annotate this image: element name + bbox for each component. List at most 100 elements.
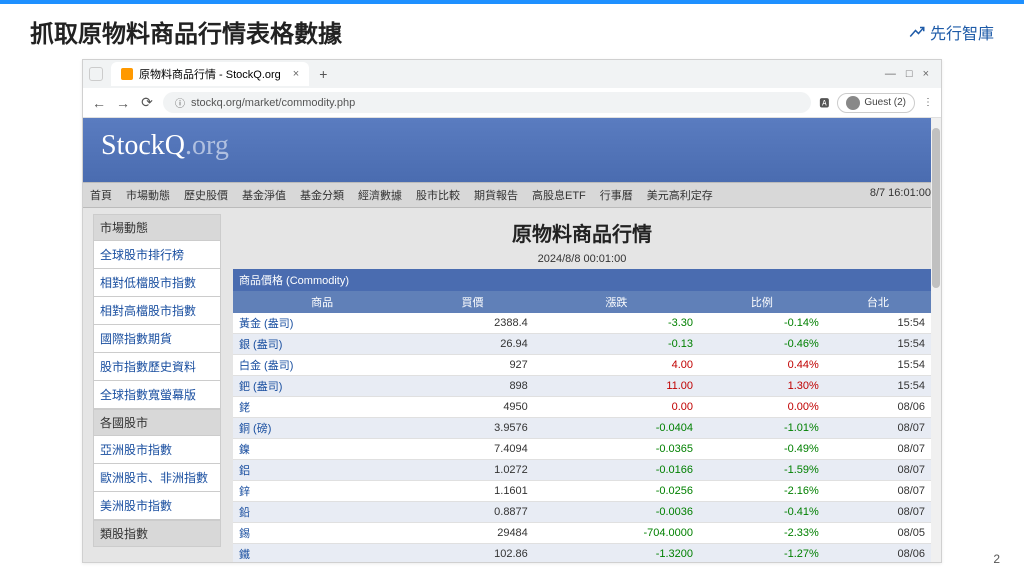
nav-item[interactable]: 首頁	[83, 183, 119, 207]
commodity-name[interactable]: 黃金 (盎司)	[233, 313, 411, 334]
table-row: 鋅1.1601-0.0256-2.16%08/07	[233, 481, 931, 502]
translate-icon[interactable]: 🅰	[819, 95, 829, 110]
time: 08/07	[825, 418, 931, 439]
nav-item[interactable]: 高股息ETF	[525, 183, 593, 207]
sidebar-link[interactable]: 美洲股市指數	[93, 492, 221, 520]
buy-price: 7.4094	[411, 439, 534, 460]
new-tab-button[interactable]: +	[313, 66, 333, 82]
sidebar-link[interactable]: 全球股市排行榜	[93, 241, 221, 269]
change: -1.3200	[534, 544, 699, 563]
change: -0.0036	[534, 502, 699, 523]
buy-price: 26.94	[411, 334, 534, 355]
scroll-thumb[interactable]	[932, 128, 940, 288]
site-nav: 首頁市場動態歷史股價基金淨值基金分類經濟數據股市比較期貨報告高股息ETF行事曆美…	[83, 182, 941, 208]
tab-search-icon[interactable]	[89, 67, 103, 81]
nav-item[interactable]: 基金分類	[293, 183, 351, 207]
nav-item[interactable]: 歷史股價	[177, 183, 235, 207]
site-header: StockQ.org	[83, 118, 941, 182]
sidebar-link[interactable]: 全球指數寬螢幕版	[93, 381, 221, 409]
change: -0.0404	[534, 418, 699, 439]
change: -0.13	[534, 334, 699, 355]
close-tab-icon[interactable]: ×	[293, 68, 299, 80]
main-content: 原物料商品行情 2024/8/8 00:01:00 商品價格 (Commodit…	[233, 214, 931, 562]
table-row: 鐵102.86-1.3200-1.27%08/06	[233, 544, 931, 563]
col-header: 買價	[411, 291, 534, 313]
percent: -2.33%	[699, 523, 825, 544]
time: 08/06	[825, 544, 931, 563]
nav-item[interactable]: 美元高利定存	[640, 183, 720, 207]
change: 11.00	[534, 376, 699, 397]
table-row: 白金 (盎司)9274.000.44%15:54	[233, 355, 931, 376]
commodity-name[interactable]: 鉛	[233, 502, 411, 523]
col-header: 台北	[825, 291, 931, 313]
commodity-name[interactable]: 錫	[233, 523, 411, 544]
page-number: 2	[993, 552, 1000, 566]
commodity-name[interactable]: 銅 (磅)	[233, 418, 411, 439]
buy-price: 1.1601	[411, 481, 534, 502]
commodity-name[interactable]: 銠	[233, 397, 411, 418]
buy-price: 927	[411, 355, 534, 376]
buy-price: 29484	[411, 523, 534, 544]
percent: -1.01%	[699, 418, 825, 439]
forward-button[interactable]: →	[115, 95, 131, 111]
back-button[interactable]: ←	[91, 95, 107, 111]
time: 08/07	[825, 481, 931, 502]
table-row: 鈀 (盎司)89811.001.30%15:54	[233, 376, 931, 397]
nav-item[interactable]: 經濟數據	[351, 183, 409, 207]
sidebar-link[interactable]: 亞洲股市指數	[93, 436, 221, 464]
buy-price: 102.86	[411, 544, 534, 563]
commodity-name[interactable]: 鎳	[233, 439, 411, 460]
maximize-icon[interactable]: □	[906, 68, 913, 80]
sidebar-link[interactable]: 歐洲股市、非洲指數	[93, 464, 221, 492]
change: -704.0000	[534, 523, 699, 544]
avatar-icon	[846, 96, 860, 110]
time: 08/07	[825, 439, 931, 460]
commodity-name[interactable]: 鈀 (盎司)	[233, 376, 411, 397]
menu-icon[interactable]: ⋮	[923, 97, 933, 108]
reload-button[interactable]: ⟳	[139, 94, 155, 111]
brand-logo: 先行智庫	[908, 20, 994, 44]
change: -0.0166	[534, 460, 699, 481]
lock-icon: ⓘ	[175, 95, 185, 110]
scrollbar[interactable]	[931, 118, 941, 562]
commodity-name[interactable]: 白金 (盎司)	[233, 355, 411, 376]
percent: -0.14%	[699, 313, 825, 334]
time: 08/06	[825, 397, 931, 418]
time: 08/05	[825, 523, 931, 544]
sidebar-category: 市場動態	[93, 214, 221, 241]
minimize-icon[interactable]: —	[885, 68, 896, 80]
time: 08/07	[825, 460, 931, 481]
address-bar: ← → ⟳ ⓘ stockq.org/market/commodity.php …	[83, 88, 941, 118]
table-row: 銅 (磅)3.9576-0.0404-1.01%08/07	[233, 418, 931, 439]
table-header: 商品價格 (Commodity)	[233, 269, 931, 291]
sidebar-link[interactable]: 國際指數期貨	[93, 325, 221, 353]
percent: -1.27%	[699, 544, 825, 563]
buy-price: 0.8877	[411, 502, 534, 523]
nav-item[interactable]: 期貨報告	[467, 183, 525, 207]
buy-price: 2388.4	[411, 313, 534, 334]
commodity-name[interactable]: 銀 (盎司)	[233, 334, 411, 355]
nav-item[interactable]: 股市比較	[409, 183, 467, 207]
nav-item[interactable]: 市場動態	[119, 183, 177, 207]
change: -0.0365	[534, 439, 699, 460]
sidebar-category: 類股指數	[93, 520, 221, 547]
commodity-name[interactable]: 鋁	[233, 460, 411, 481]
close-window-icon[interactable]: ×	[923, 68, 929, 80]
nav-item[interactable]: 行事曆	[593, 183, 640, 207]
commodity-name[interactable]: 鋅	[233, 481, 411, 502]
time: 15:54	[825, 376, 931, 397]
buy-price: 4950	[411, 397, 534, 418]
table-row: 鋁1.0272-0.0166-1.59%08/07	[233, 460, 931, 481]
commodity-name[interactable]: 鐵	[233, 544, 411, 563]
browser-tab[interactable]: 原物料商品行情 - StockQ.org ×	[111, 62, 309, 86]
buy-price: 3.9576	[411, 418, 534, 439]
sidebar-link[interactable]: 相對高檔股市指數	[93, 297, 221, 325]
page-content: StockQ.org 首頁市場動態歷史股價基金淨值基金分類經濟數據股市比較期貨報…	[83, 118, 941, 562]
percent: -1.59%	[699, 460, 825, 481]
table-row: 銀 (盎司)26.94-0.13-0.46%15:54	[233, 334, 931, 355]
sidebar-link[interactable]: 股市指數歷史資料	[93, 353, 221, 381]
nav-item[interactable]: 基金淨值	[235, 183, 293, 207]
profile-button[interactable]: Guest (2)	[837, 93, 915, 113]
sidebar-link[interactable]: 相對低檔股市指數	[93, 269, 221, 297]
url-input[interactable]: ⓘ stockq.org/market/commodity.php	[163, 92, 811, 113]
